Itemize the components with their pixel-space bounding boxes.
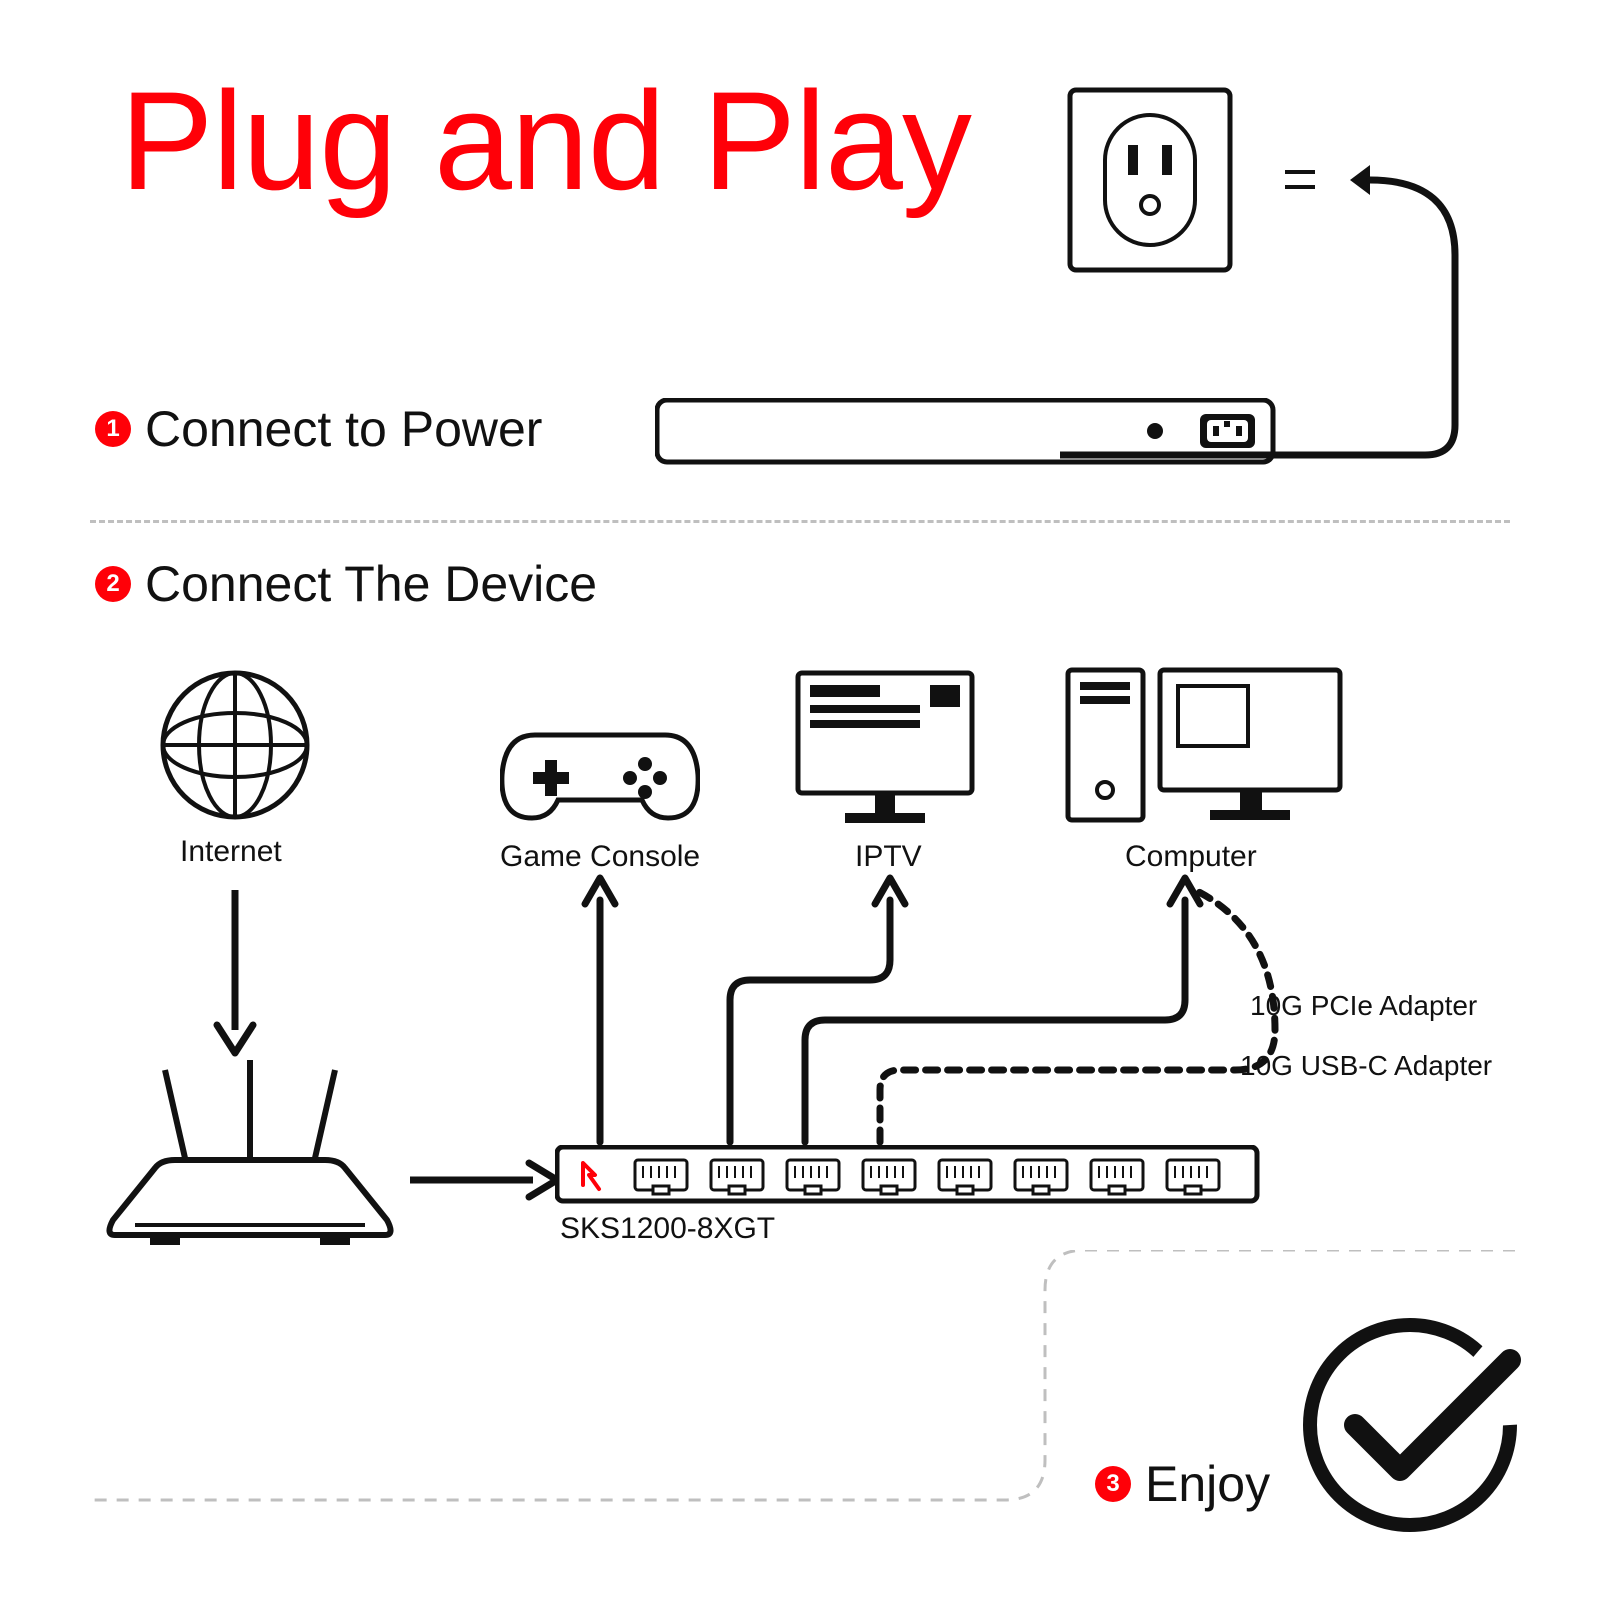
arrow-router-to-switch [405,1155,565,1205]
switch-model-label: SKS1200-8XGT [560,1212,775,1246]
checkmark-circle-icon [1285,1300,1535,1550]
step-1-badge: 1 [95,411,131,447]
page-title: Plug and Play [120,60,971,222]
step-2-badge: 2 [95,566,131,602]
iptv-icon [790,665,980,835]
step-1-row: 1 Connect to Power [95,400,542,458]
step-3-badge: 3 [1095,1466,1131,1502]
computer-label: Computer [1125,840,1257,874]
globe-icon [155,665,315,825]
step-2-row: 2 Connect The Device [95,555,597,613]
power-strip-icon [655,398,1295,468]
pcie-adapter-label: 10G PCIe Adapter [1250,990,1477,1022]
network-switch-icon [555,1145,1265,1205]
arrow-internet-to-router [205,885,265,1060]
game-console-icon [500,720,700,830]
step-1-label: Connect to Power [145,400,542,458]
step-3-row: 3 Enjoy [1095,1455,1270,1513]
step-2-label: Connect The Device [145,555,597,613]
internet-label: Internet [180,835,282,869]
game-console-label: Game Console [500,840,700,874]
step-3-label: Enjoy [1145,1455,1270,1513]
iptv-label: IPTV [855,840,922,874]
computer-icon [1060,660,1350,835]
divider-1 [90,520,1510,523]
usbc-adapter-label: 10G USB-C Adapter [1240,1050,1492,1082]
router-icon [95,1060,405,1260]
